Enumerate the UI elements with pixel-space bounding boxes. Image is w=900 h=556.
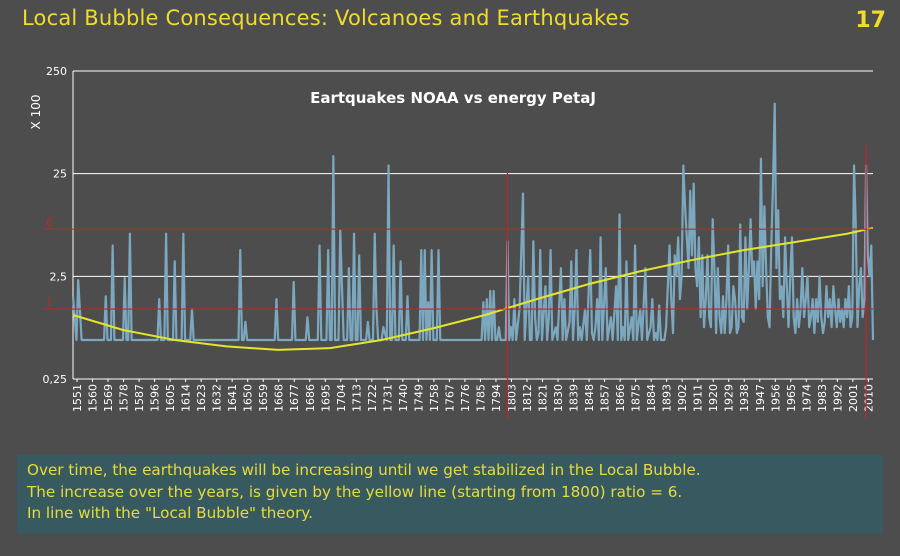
slide-title: Local Bubble Consequences: Volcanoes and…: [22, 6, 630, 30]
x-tick-label-40: 1911: [692, 384, 705, 412]
x-tick-label-23: 1758: [428, 384, 441, 412]
chart-svg: 0,25 2,5 25 250 1551 1560 1569 1578 1587 1596 1605…: [29, 65, 875, 419]
x-tick-label-2: 1569: [102, 384, 115, 412]
x-tick-label-49: 1992: [831, 384, 844, 412]
caption-line-2: The increase over the years, is given by…: [27, 482, 683, 501]
x-tick-label-46: 1965: [785, 384, 798, 412]
series-trend-line: [72, 226, 874, 351]
y-tick-label-3: 250: [46, 65, 67, 78]
x-tick-label-18: 1713: [350, 384, 363, 412]
y-tick-label-0: 0,25: [43, 373, 68, 386]
x-tick-label-25: 1776: [459, 384, 472, 412]
x-tick-label-11: 1650: [242, 384, 255, 412]
caption-line-1: Over time, the earthquakes will be incre…: [27, 461, 701, 479]
x-tick-label-51: 2010: [862, 384, 875, 412]
x-tick-label-43: 1938: [738, 384, 751, 412]
x-tick-label-21: 1740: [397, 384, 410, 412]
x-tick-label-32: 1839: [568, 384, 581, 412]
x-tick-label-10: 1641: [226, 384, 239, 412]
x-tick-label-47: 1974: [800, 384, 813, 412]
series-earthquakes-line: [71, 102, 875, 342]
caption-line-3: In line with the "Local Bubble" theory.: [27, 504, 313, 522]
x-tick-label-34: 1857: [599, 384, 612, 412]
x-tick-label-15: 1686: [304, 384, 317, 412]
x-tick-label-28: 1803: [505, 384, 518, 412]
x-tick-label-1: 1560: [87, 384, 100, 412]
x-tick-label-14: 1677: [288, 384, 301, 412]
x-tick-label-29: 1812: [521, 384, 534, 412]
reference-label-1: 6: [46, 216, 53, 229]
x-tick-label-8: 1623: [195, 384, 208, 412]
x-tick-label-3: 1578: [118, 384, 131, 412]
x-tick-label-31: 1830: [552, 384, 565, 412]
x-tick-label-41: 1920: [707, 384, 720, 412]
x-tick-label-22: 1749: [412, 384, 425, 412]
x-tick-label-5: 1596: [149, 384, 162, 412]
reference-label-0: 1: [46, 296, 53, 309]
x-tick-label-26: 1785: [474, 384, 487, 412]
x-tick-label-19: 1722: [366, 384, 379, 412]
x-tick-label-33: 1848: [583, 384, 596, 412]
x-tick-label-0: 1551: [71, 384, 84, 412]
slide-number: 17: [855, 8, 886, 33]
x-tick-label-9: 1632: [211, 384, 224, 412]
x-tick-label-6: 1605: [164, 384, 177, 412]
x-tick-label-4: 1587: [133, 384, 146, 412]
caption-box: Over time, the earthquakes will be incre…: [17, 455, 883, 534]
x-tick-label-45: 1956: [769, 384, 782, 412]
chart-title: Eartquakes NOAA vs energy PetaJ: [310, 89, 596, 107]
chart: 0,25 2,5 25 250 1551 1560 1569 1578 1587 1596 1605…: [29, 65, 875, 419]
x-tick-label-39: 1902: [676, 384, 689, 412]
x-tick-label-35: 1866: [614, 384, 627, 412]
x-tick-label-24: 1767: [443, 384, 456, 412]
y-tick-label-2: 25: [53, 168, 67, 181]
x-tick-label-17: 1704: [335, 384, 348, 412]
x-tick-label-36: 1875: [630, 384, 643, 412]
y-axis-label: X 100: [29, 95, 43, 130]
x-tick-label-20: 1731: [381, 384, 394, 412]
x-tick-label-44: 1947: [754, 384, 767, 412]
x-tick-label-50: 2001: [847, 384, 860, 412]
x-tick-label-48: 1983: [816, 384, 829, 412]
y-tick-label-1: 2,5: [50, 270, 68, 283]
x-tick-label-16: 1695: [319, 384, 332, 412]
x-tick-label-7: 1614: [180, 384, 193, 412]
x-tick-label-37: 1884: [645, 384, 658, 412]
x-tick-label-13: 1668: [273, 384, 286, 412]
x-tick-label-42: 1929: [723, 384, 736, 412]
x-tick-label-12: 1659: [257, 384, 270, 412]
x-tick-label-30: 1821: [537, 384, 550, 412]
x-tick-label-27: 1794: [490, 384, 503, 412]
x-tick-label-38: 1893: [661, 384, 674, 412]
